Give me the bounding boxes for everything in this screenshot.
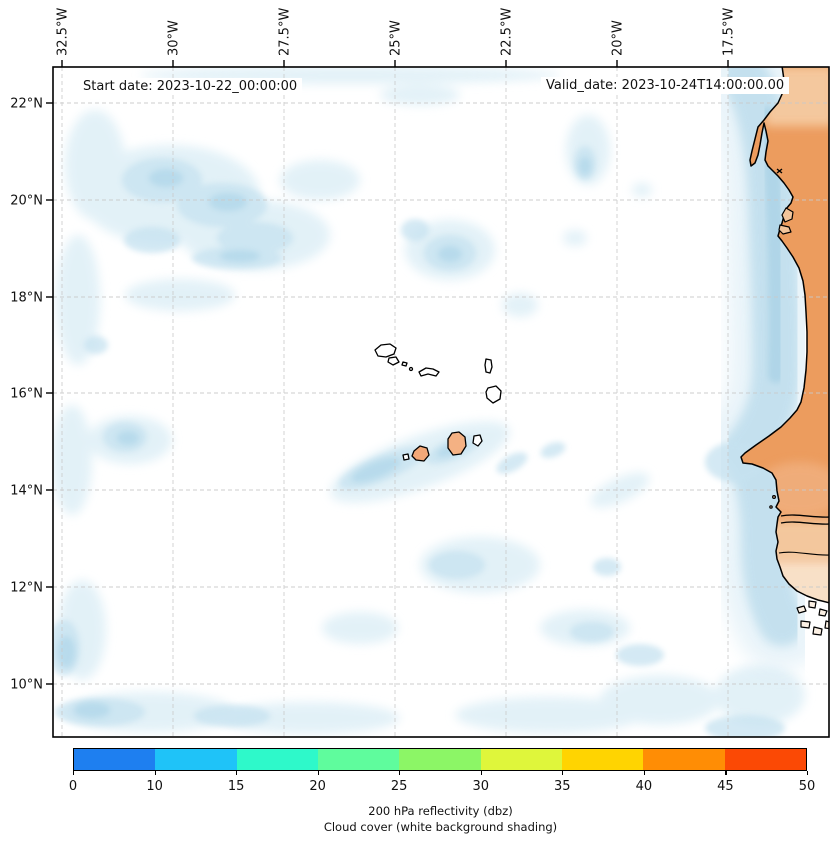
colorbar-tick-label: 15 — [227, 779, 245, 794]
left-axis-ticks — [46, 102, 53, 685]
colorbar-segment — [724, 749, 806, 770]
valid-date-annotation: Valid_date: 2023-10-24T14:00:00.00 — [541, 77, 790, 94]
left-axis-labels: 22°N 20°N 18°N 16°N 14°N 12°N 10°N — [10, 97, 43, 693]
start-date-annotation: Start date: 2023-10-22_00:00:00 — [78, 78, 303, 95]
lon-tick-label: 27.5°W — [278, 8, 293, 56]
colorbar-tick-label: 10 — [146, 779, 163, 794]
colorbar-tick-label: 50 — [798, 779, 816, 794]
colorbar-segment — [74, 749, 156, 770]
river-lines — [778, 514, 829, 556]
colorbar-segment — [399, 749, 481, 770]
colorbar-segment — [561, 749, 644, 770]
map-border — [52, 66, 830, 738]
lon-tick-label: 17.5°W — [722, 8, 737, 56]
lat-tick-label: 20°N — [10, 194, 43, 209]
top-axis-ticks — [61, 60, 729, 67]
colorbar-segment — [155, 749, 237, 770]
gridlines — [53, 67, 829, 737]
cape-verde-islands — [374, 343, 502, 462]
lon-tick-label: 32.5°W — [56, 8, 71, 56]
coastal-water-band — [681, 67, 829, 670]
lat-tick-label: 10°N — [10, 678, 43, 693]
lat-tick-label: 14°N — [10, 484, 43, 499]
cloud-shading-layer — [53, 67, 829, 737]
colorbar-tick-label: 40 — [635, 779, 653, 794]
lat-tick-label: 18°N — [10, 291, 43, 306]
colorbar — [73, 748, 807, 771]
colorbar-segment — [317, 749, 400, 770]
lon-tick-label: 30°W — [167, 20, 182, 56]
colorbar-segment — [236, 749, 318, 770]
colorbar-tick-label: 0 — [68, 779, 78, 794]
lat-tick-label: 12°N — [10, 581, 43, 596]
lon-tick-label: 22.5°W — [500, 8, 515, 56]
colorbar-segment — [480, 749, 562, 770]
colorbar-tick-label: 25 — [390, 779, 408, 794]
colorbar-tick-label: 35 — [554, 779, 571, 794]
bijagos-islands — [796, 600, 829, 636]
lon-tick-label: 20°W — [611, 20, 626, 56]
lon-tick-label: 25°W — [389, 20, 404, 56]
colorbar-tick-label: 45 — [717, 779, 734, 794]
lat-tick-label: 16°N — [10, 387, 43, 402]
coastal-islets — [769, 168, 794, 509]
lat-tick-label: 22°N — [10, 97, 43, 112]
africa-coastline — [740, 67, 829, 604]
colorbar-title-line2: Cloud cover (white background shading) — [323, 820, 558, 834]
colorbar-tick-label: 20 — [309, 779, 326, 794]
colorbar-segment — [643, 749, 725, 770]
colorbar-tick-label: 30 — [472, 779, 490, 794]
top-axis-labels: 32.5°W 30°W 27.5°W 25°W 22.5°W 20°W 17.5… — [56, 8, 737, 56]
colorbar-title-line1: 200 hPa reflectivity (dbz) — [368, 804, 513, 818]
